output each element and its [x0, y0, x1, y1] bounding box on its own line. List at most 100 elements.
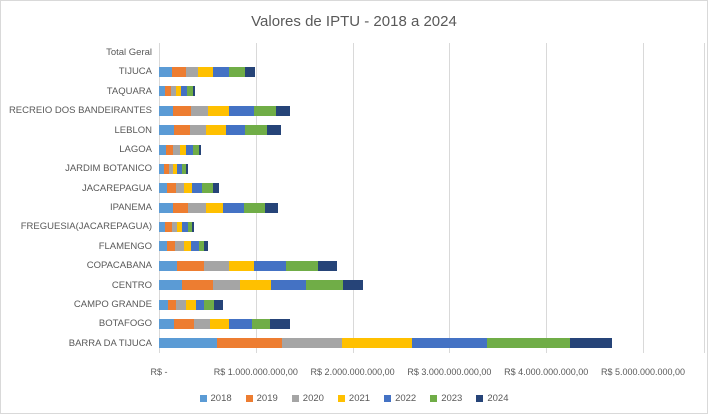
bar-segment-2022 [213, 67, 229, 78]
category-label: TIJUCA [118, 66, 152, 78]
legend-swatch-icon [337, 395, 345, 402]
bar-segment-2019 [172, 105, 191, 116]
category-label: COPACABANA [86, 260, 152, 272]
legend-swatch-icon [430, 395, 438, 402]
legend: 2018 2019 2020 2021 2022 2023 2024 [1, 393, 707, 404]
bar-segment-2020 [172, 144, 181, 155]
bar-row [159, 295, 705, 314]
bar-segment-2021 [208, 105, 229, 116]
bar-segment-2021 [176, 86, 182, 97]
legend-item-2021: 2021 [337, 393, 371, 404]
bar-segment-2018 [159, 241, 167, 252]
stacked-bar [159, 67, 255, 78]
bar-segment-2019 [164, 222, 172, 233]
bar-segment-2018 [159, 260, 178, 271]
gridline [546, 43, 548, 353]
bar-segment-2020 [176, 183, 185, 194]
stacked-bar [159, 299, 223, 310]
bar-segment-2019 [164, 86, 171, 97]
legend-item-2020: 2020 [291, 393, 324, 404]
x-tick-label: R$ 4.000.000.000,00 [504, 367, 589, 377]
bar-segment-2021 [184, 183, 192, 194]
bar-segment-2022 [271, 280, 307, 291]
legend-label: 2021 [348, 393, 371, 404]
bar-segment-2024 [276, 105, 290, 116]
legend-item-2019: 2019 [245, 393, 278, 404]
stacked-bar [159, 105, 290, 116]
bar-segment-2019 [171, 67, 187, 78]
bar-segment-2021 [184, 241, 191, 252]
plot-right-border [704, 43, 705, 353]
bar-segment-2023 [251, 318, 271, 329]
bar-row [159, 237, 705, 256]
bar-row [159, 140, 705, 159]
bar-segment-2024 [570, 338, 612, 349]
bar-segment-2020 [186, 67, 198, 78]
category-label: CENTRO [111, 279, 152, 291]
bar-segment-2018 [159, 183, 167, 194]
bar-segment-2024 [198, 144, 201, 155]
bar-segment-2023 [182, 163, 187, 174]
category-label: IPANEMA [109, 202, 152, 213]
bar-segment-2020 [171, 222, 178, 233]
bar-segment-2021 [228, 260, 254, 271]
bar-segment-2023 [192, 144, 199, 155]
stacked-bar [159, 125, 281, 136]
bar-segment-2023 [285, 260, 318, 271]
legend-swatch-icon [384, 395, 392, 402]
category-label: JARDIM BOTANICO [65, 163, 152, 175]
bar-segment-2018 [159, 163, 164, 174]
bar-segment-2018 [159, 338, 218, 349]
bar-row [159, 179, 705, 198]
bar-segment-2020 [176, 299, 187, 310]
x-tick-label: R$ 5.000.000.000,00 [600, 367, 686, 377]
bar-segment-2024 [192, 86, 195, 97]
bar-segment-2024 [245, 67, 255, 78]
bar-segment-2019 [174, 125, 190, 136]
bar-segment-2023 [228, 67, 246, 78]
bar-segment-2020 [203, 260, 229, 271]
bar-segment-2020 [213, 280, 241, 291]
bar-segment-2021 [173, 163, 178, 174]
gridline [643, 43, 644, 353]
bar-segment-2021 [206, 202, 223, 213]
stacked-bar [159, 241, 209, 252]
legend-swatch-icon [291, 395, 299, 402]
bar-segment-2023 [198, 241, 205, 252]
bar-segment-2021 [206, 125, 226, 136]
bar-segment-2020 [170, 86, 177, 97]
bar-segment-2022 [195, 299, 205, 310]
bar-segment-2019 [172, 202, 189, 213]
bar-row [159, 198, 705, 217]
bar-segment-2019 [173, 318, 194, 329]
stacked-bar [159, 318, 290, 329]
bar-segment-2018 [159, 67, 172, 78]
bar-segment-2022 [225, 125, 246, 136]
bar-segment-2023 [187, 86, 193, 97]
bar-segment-2021 [240, 280, 272, 291]
x-tick-label: R$ 1.000.000.000,00 [213, 367, 298, 377]
stacked-bar [159, 280, 364, 291]
x-tick-label: R$ 3.000.000.000,00 [407, 367, 492, 377]
gridline [449, 43, 451, 353]
bar-segment-2020 [168, 163, 174, 174]
bar-segment-2022 [186, 144, 193, 155]
category-label: FREGUESIA(JACAREPAGUA) [20, 221, 152, 233]
category-label: CAMPO GRANDE [73, 298, 152, 310]
stacked-bar [159, 202, 279, 213]
bar-row [159, 159, 705, 178]
bar-segment-2018 [159, 318, 174, 329]
x-tick-label: R$ - [150, 367, 168, 377]
bar-segment-2020 [193, 318, 211, 329]
bar-segment-2022 [182, 222, 188, 233]
stacked-bar [159, 260, 338, 271]
bar-segment-2021 [210, 318, 229, 329]
bar-segment-2019 [167, 299, 177, 310]
bar-segment-2020 [189, 125, 207, 136]
category-labels: Total Geral TIJUCA TAQUARA RECREIO DOS BAND… [1, 43, 152, 353]
stacked-bar [159, 144, 201, 155]
stacked-bar [159, 86, 195, 97]
bar-segment-2021 [197, 67, 214, 78]
bar-segment-2020 [188, 202, 207, 213]
bar-segment-2022 [253, 260, 286, 271]
